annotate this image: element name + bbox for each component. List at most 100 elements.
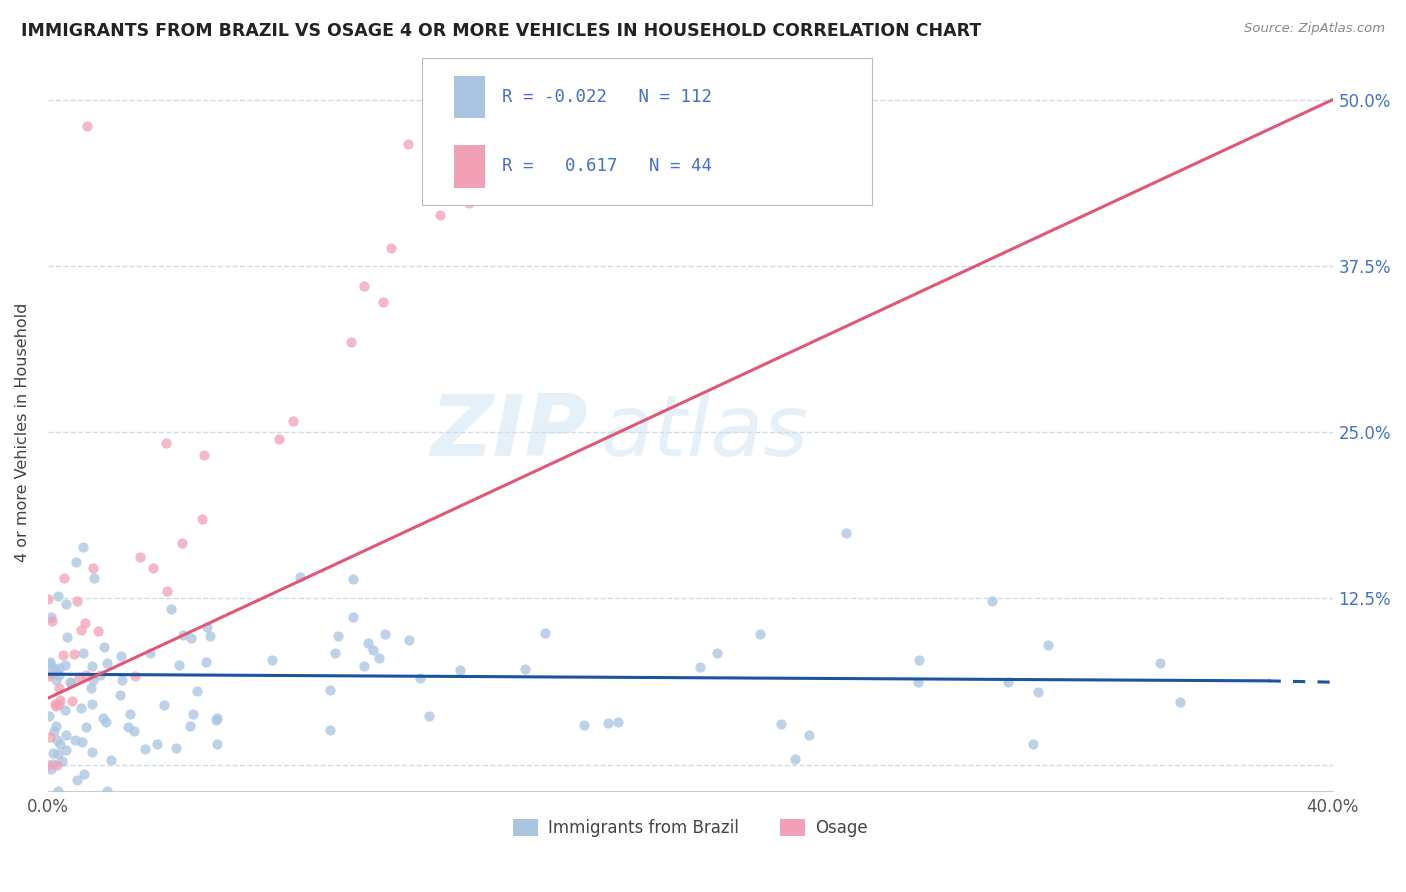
Point — [44, 723, 66, 738]
Point — [45, 719, 67, 733]
Point — [534, 625, 557, 640]
Point — [498, 145, 520, 159]
Point — [323, 646, 346, 660]
Point — [156, 583, 179, 598]
Point — [65, 555, 87, 569]
Point — [139, 646, 162, 660]
Point — [51, 754, 73, 768]
Point — [342, 609, 364, 624]
Point — [269, 432, 291, 446]
Point — [129, 550, 152, 565]
Point — [38, 730, 60, 744]
Point — [1026, 685, 1049, 699]
Point — [48, 697, 70, 711]
Point — [72, 540, 94, 554]
Point — [574, 718, 596, 732]
Point — [46, 747, 69, 761]
Text: ZIP: ZIP — [430, 391, 588, 474]
Text: atlas: atlas — [600, 391, 808, 474]
Point — [80, 681, 103, 696]
Point — [53, 703, 76, 717]
Point — [122, 724, 145, 739]
Point — [39, 657, 62, 672]
Point — [134, 742, 156, 756]
Point — [96, 714, 118, 729]
Point — [48, 681, 70, 696]
Point — [96, 784, 118, 798]
Point — [45, 698, 67, 713]
Point — [66, 773, 89, 788]
Point — [396, 136, 419, 151]
Point — [55, 597, 77, 611]
Point — [260, 653, 283, 667]
Point — [361, 643, 384, 657]
Point — [82, 745, 104, 759]
Point — [46, 589, 69, 603]
Point — [83, 571, 105, 585]
Text: IMMIGRANTS FROM BRAZIL VS OSAGE 4 OR MORE VEHICLES IN HOUSEHOLD CORRELATION CHAR: IMMIGRANTS FROM BRAZIL VS OSAGE 4 OR MOR… — [21, 22, 981, 40]
Point — [689, 660, 711, 674]
Point — [353, 279, 375, 293]
Point — [66, 594, 89, 608]
Point — [38, 665, 60, 680]
Point — [87, 624, 110, 638]
Legend: Immigrants from Brazil, Osage: Immigrants from Brazil, Osage — [506, 813, 875, 844]
Point — [429, 208, 451, 222]
Point — [48, 668, 70, 682]
Point — [46, 733, 69, 747]
Point — [111, 673, 134, 687]
Point — [205, 713, 228, 727]
Point — [997, 675, 1019, 690]
Point — [63, 647, 86, 661]
Point — [89, 667, 111, 681]
Point — [207, 737, 229, 751]
Point — [70, 734, 93, 748]
Point — [82, 673, 104, 687]
Point — [53, 657, 76, 672]
Point — [1168, 695, 1191, 709]
Point — [907, 675, 929, 690]
Point — [908, 653, 931, 667]
Point — [44, 698, 66, 712]
Point — [200, 629, 222, 643]
Point — [1149, 657, 1171, 671]
Point — [142, 561, 165, 575]
Point — [42, 746, 65, 760]
Point — [769, 716, 792, 731]
Point — [797, 728, 820, 742]
Point — [205, 710, 228, 724]
Point — [75, 667, 97, 681]
Point — [607, 714, 630, 729]
Point — [368, 650, 391, 665]
Point — [38, 669, 60, 683]
Point — [181, 706, 204, 721]
Point — [749, 627, 772, 641]
Point — [65, 733, 87, 747]
Point — [179, 718, 201, 732]
Point — [290, 570, 312, 584]
Point — [37, 592, 59, 607]
Point — [494, 175, 516, 189]
Point — [39, 655, 62, 669]
Point — [70, 701, 93, 715]
Point — [152, 698, 174, 712]
Point — [186, 684, 208, 698]
Point — [76, 119, 98, 133]
Point — [48, 661, 70, 675]
Point — [479, 103, 502, 118]
Point — [80, 697, 103, 711]
Point — [160, 601, 183, 615]
Point — [981, 594, 1004, 608]
Point — [117, 720, 139, 734]
Point — [706, 646, 728, 660]
Point — [110, 649, 132, 664]
Point — [283, 413, 305, 427]
Point — [37, 757, 59, 772]
Point — [118, 707, 141, 722]
Point — [180, 631, 202, 645]
Point — [353, 658, 375, 673]
Point — [67, 670, 90, 684]
Point — [172, 628, 194, 642]
Point — [191, 512, 214, 526]
Point — [124, 669, 146, 683]
